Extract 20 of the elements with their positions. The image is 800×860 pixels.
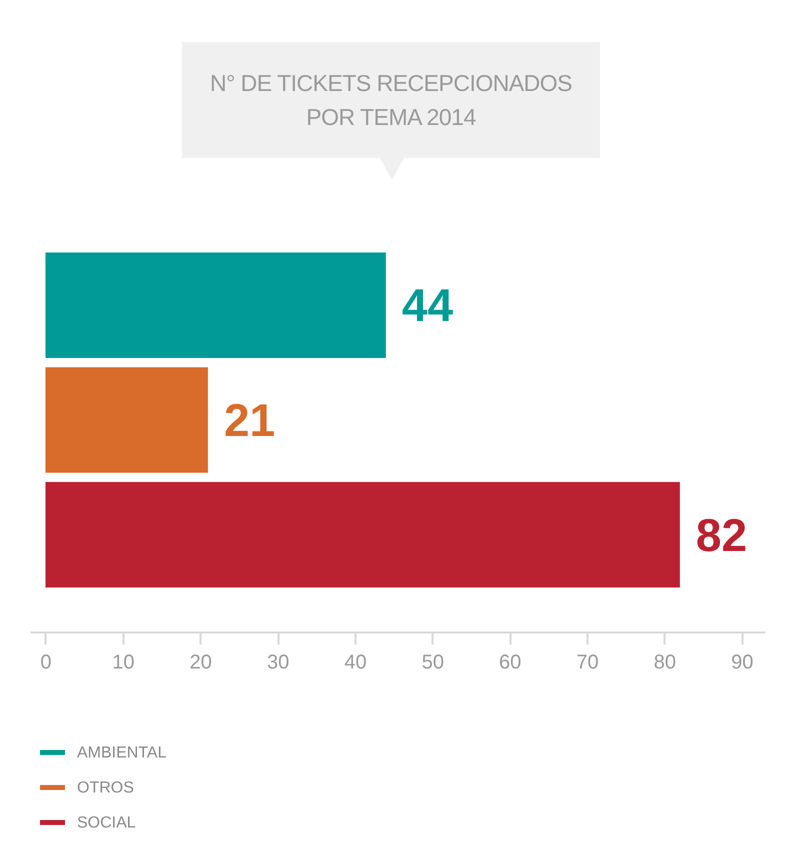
legend-label: OTROS [77,780,134,796]
legend-label: AMBIENTAL [77,744,167,762]
x-tick-label: 90 [731,652,754,674]
data-label: 44 [402,279,454,332]
legend-label: SOCIAL [77,814,136,832]
x-tick-label: 40 [344,652,367,674]
x-tick-label: 50 [422,652,444,674]
x-tick-label: 0 [40,652,52,674]
x-tick-label: 10 [112,652,134,674]
bar [45,252,386,358]
x-tick-label: 80 [654,652,676,674]
x-tick-label: 30 [266,652,290,674]
bar [45,367,208,473]
chart-title: N° DE TICKETS RECEPCIONADOS POR TEMA 2014 [182,42,600,158]
x-tick-label: 20 [190,652,212,674]
data-label: 82 [696,508,748,561]
x-tick-label: 60 [499,652,522,674]
data-label: 21 [224,394,276,446]
x-tick-label: 70 [576,652,599,674]
bar [45,482,680,588]
